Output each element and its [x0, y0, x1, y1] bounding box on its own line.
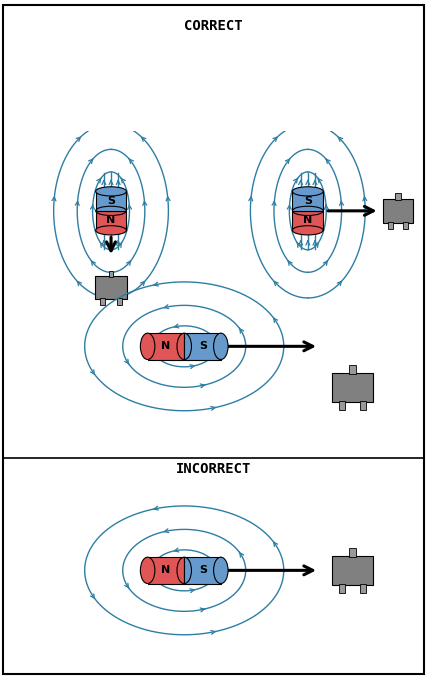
Bar [359, 583, 366, 593]
Text: S: S [303, 196, 311, 206]
Text: S: S [199, 566, 207, 575]
Text: S: S [107, 196, 115, 206]
Ellipse shape [213, 333, 227, 359]
Text: N: N [302, 215, 312, 225]
Bar [394, 193, 400, 200]
Ellipse shape [292, 225, 322, 235]
Bar [100, 298, 105, 305]
Ellipse shape [95, 225, 126, 235]
Ellipse shape [140, 557, 155, 583]
FancyBboxPatch shape [382, 198, 412, 223]
Ellipse shape [95, 187, 126, 196]
Bar [95, 191, 126, 211]
FancyBboxPatch shape [331, 555, 372, 585]
Text: N: N [106, 215, 115, 225]
Bar [292, 211, 322, 230]
Text: INCORRECT: INCORRECT [176, 462, 250, 476]
Bar [359, 401, 366, 410]
Bar [402, 222, 407, 229]
Text: N: N [160, 566, 170, 575]
Text: CORRECT: CORRECT [184, 19, 242, 33]
Bar [95, 211, 126, 230]
Bar [117, 298, 121, 305]
Text: S: S [199, 342, 207, 351]
FancyBboxPatch shape [331, 373, 372, 402]
Bar [338, 401, 345, 410]
Ellipse shape [292, 187, 322, 196]
Text: N: N [160, 342, 170, 351]
Bar [348, 365, 355, 374]
Ellipse shape [213, 557, 227, 583]
FancyBboxPatch shape [95, 276, 127, 299]
Bar [147, 557, 184, 583]
Bar [184, 557, 220, 583]
Bar [109, 271, 113, 278]
Bar [147, 333, 184, 359]
Bar [338, 583, 345, 593]
Bar [387, 222, 392, 229]
Bar [292, 191, 322, 211]
Bar [184, 333, 220, 359]
Bar [348, 548, 355, 557]
Ellipse shape [140, 333, 155, 359]
